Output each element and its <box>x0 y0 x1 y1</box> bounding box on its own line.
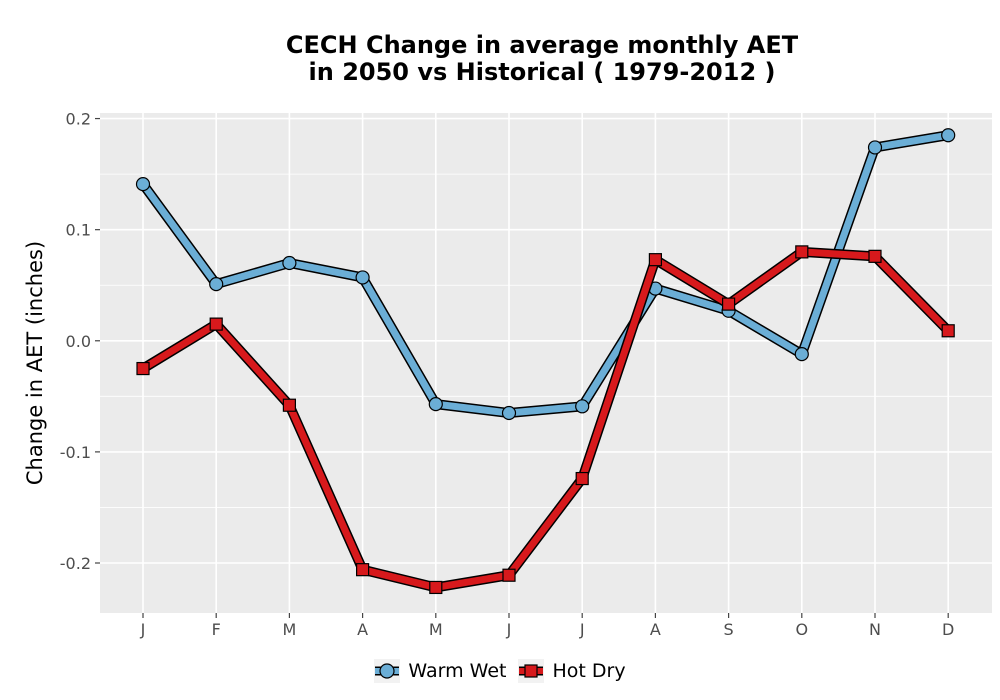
y-tick-label: 0.1 <box>66 221 91 240</box>
series-line <box>139 131 952 417</box>
series-warm-wet <box>135 128 956 421</box>
series-layer <box>135 128 956 595</box>
x-tick-label: D <box>942 620 954 639</box>
x-tick-label: A <box>357 620 368 639</box>
x-tick-label: O <box>796 620 809 639</box>
legend-key-warm-wet <box>374 659 401 683</box>
data-point <box>282 398 296 412</box>
legend-label-hot-dry: Hot Dry <box>552 660 626 682</box>
legend-key-hot-dry <box>518 659 545 683</box>
data-point <box>575 471 589 486</box>
series-hot-dry <box>136 245 955 595</box>
data-point <box>355 270 370 285</box>
x-tick-label: M <box>282 620 296 639</box>
y-axis-label: Change in AET (inches) <box>23 241 47 485</box>
x-tick-label: N <box>869 620 881 639</box>
data-point <box>794 347 809 362</box>
x-tick-label: J <box>506 620 512 639</box>
x-tick-label: M <box>429 620 443 639</box>
data-point <box>941 324 955 338</box>
data-point <box>868 249 882 263</box>
y-axis: -0.2 -0.1 0.0 0.1 0.2 <box>60 110 100 573</box>
data-point <box>795 245 809 259</box>
data-point <box>575 399 590 414</box>
data-point <box>356 563 370 577</box>
x-tick-label: F <box>212 620 221 639</box>
data-point <box>428 397 443 412</box>
data-point <box>721 297 736 311</box>
series-line <box>139 248 952 591</box>
legend-label-warm-wet: Warm Wet <box>408 660 507 682</box>
chart-title-line-1: CECH Change in average monthly AET <box>285 31 799 59</box>
legend-item-warm-wet: Warm Wet <box>374 659 506 683</box>
x-tick-label: J <box>579 620 585 639</box>
data-point <box>941 128 956 143</box>
y-tick-label: 0.0 <box>66 332 91 351</box>
data-point <box>501 405 517 421</box>
data-point <box>209 317 223 331</box>
data-point <box>648 253 663 267</box>
y-tick-label: 0.2 <box>66 110 91 129</box>
data-point <box>429 580 443 595</box>
x-tick-label: S <box>724 620 734 639</box>
data-point <box>282 255 297 271</box>
chart-title-line-2: in 2050 vs Historical ( 1979-2012 ) <box>308 58 776 86</box>
y-tick-label: -0.2 <box>60 554 91 573</box>
legend-item-hot-dry: Hot Dry <box>518 659 626 683</box>
data-point <box>502 568 516 582</box>
data-point <box>135 177 151 192</box>
x-tick-label: J <box>140 620 146 639</box>
x-tick-label: A <box>650 620 661 639</box>
data-point <box>209 277 224 292</box>
y-tick-label: -0.1 <box>60 443 91 462</box>
data-point <box>136 361 150 376</box>
legend: Warm Wet Hot Dry <box>0 659 1000 683</box>
data-point <box>867 140 883 155</box>
grid-lines <box>100 113 992 613</box>
